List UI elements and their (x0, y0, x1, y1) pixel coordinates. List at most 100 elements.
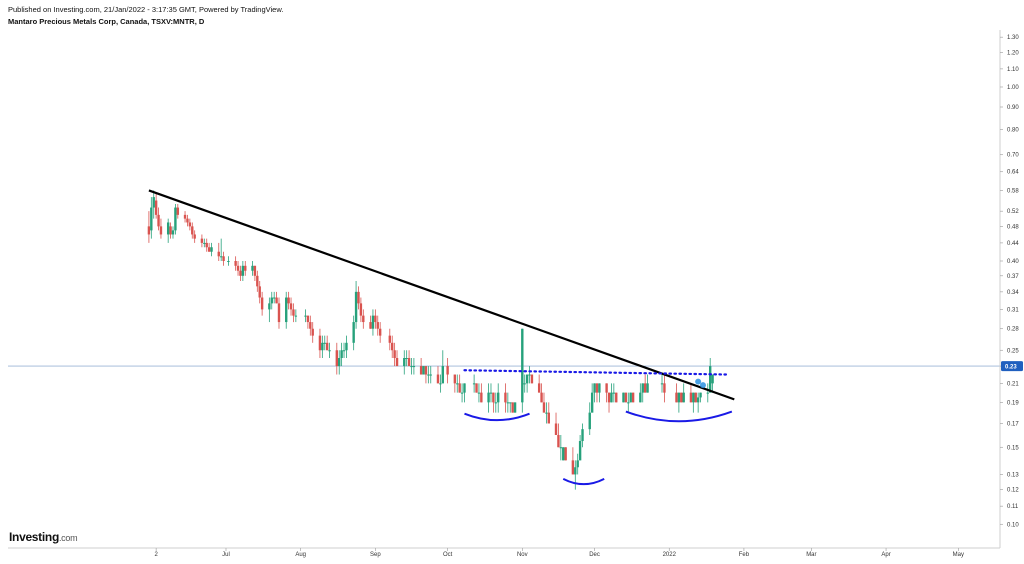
candle-body (287, 297, 290, 304)
candle (663, 374, 666, 403)
candle (188, 218, 192, 231)
candle-body (627, 402, 630, 404)
x-tick-label: 2 (154, 552, 158, 558)
candle-body (475, 383, 478, 393)
candle-body (292, 309, 295, 316)
y-tick-label: 0.31 (1007, 307, 1019, 313)
candle-body (258, 286, 261, 298)
candle (680, 392, 683, 403)
candle-body (513, 402, 517, 413)
candle-body (441, 366, 445, 384)
candle-body (578, 441, 582, 461)
candle-body (410, 366, 413, 368)
candle-body (487, 392, 490, 403)
candle-body (251, 265, 254, 271)
candle (323, 335, 326, 351)
candle (306, 315, 310, 329)
candle (289, 297, 293, 316)
candle-body (323, 342, 326, 344)
candle-body (388, 335, 392, 343)
x-tick-label: Dec (589, 552, 600, 558)
y-tick-label: 1.00 (1007, 85, 1019, 91)
candle-body (497, 392, 500, 403)
candle (338, 350, 341, 375)
candle-body (171, 230, 175, 235)
candle-body (328, 350, 331, 352)
price-axis: 1.30 1.20 1.10 1.00 0.90 0.80 0.70 0.64 0.58 0.52… (999, 30, 1023, 548)
y-tick-label: 0.25 (1007, 348, 1019, 354)
candle (362, 309, 365, 329)
candle (205, 238, 208, 252)
candle-body (371, 315, 375, 329)
candle (571, 447, 575, 475)
x-tick-label: Jul (222, 552, 230, 558)
candle (391, 335, 394, 359)
candle (359, 297, 363, 323)
candle (352, 315, 355, 351)
candle (309, 315, 312, 336)
breakout-marker (699, 382, 706, 389)
candle-body (205, 242, 208, 248)
candle-body (545, 412, 548, 414)
candle (641, 383, 644, 403)
y-tick-label: 0.80 (1007, 127, 1019, 133)
candle (494, 392, 497, 413)
candle (547, 402, 550, 424)
y-tick-label: 0.34 (1007, 290, 1019, 296)
candle (458, 374, 461, 393)
candle (605, 383, 608, 403)
candle (340, 342, 343, 367)
candle (169, 222, 172, 239)
candle-body (268, 303, 271, 310)
candle (407, 350, 411, 367)
candle-body (581, 429, 584, 442)
candle-body (244, 265, 247, 271)
candle (588, 402, 591, 436)
candle-body (289, 303, 293, 310)
candle-body (525, 374, 529, 384)
candle-body (352, 322, 355, 343)
candle (463, 383, 466, 403)
candle-body (706, 392, 709, 394)
candle-body (272, 297, 276, 299)
candle (150, 197, 153, 239)
y-tick-label: 0.52 (1007, 209, 1019, 215)
candle (236, 260, 240, 276)
candle (292, 303, 295, 323)
candle-body (419, 366, 423, 375)
candle (294, 309, 298, 323)
candle (429, 366, 432, 384)
candle (545, 402, 548, 424)
y-tick-label: 1.10 (1007, 67, 1019, 73)
candle-body (309, 322, 312, 329)
candle-body (610, 392, 613, 403)
y-tick-label: 0.70 (1007, 153, 1019, 159)
candle (631, 392, 635, 403)
candle (285, 291, 288, 329)
candle-body (270, 297, 273, 304)
candle-body (150, 207, 153, 231)
candle-body (511, 402, 514, 413)
y-tick-label: 0.58 (1007, 188, 1019, 194)
candle (456, 374, 459, 393)
candle-body (680, 392, 683, 403)
x-tick-label: Sep (370, 552, 381, 558)
current-price-badge (1001, 361, 1023, 372)
candle (405, 350, 408, 367)
candle-body (506, 402, 510, 404)
candle (388, 328, 392, 351)
candle (174, 204, 177, 235)
candle (219, 238, 223, 261)
candle (699, 392, 702, 403)
y-tick-label: 0.12 (1007, 488, 1019, 494)
candle-body (395, 358, 399, 367)
candle-body (285, 297, 288, 323)
y-tick-label: 0.19 (1007, 400, 1019, 406)
candle (506, 392, 510, 413)
candle (207, 242, 211, 252)
candle-body (624, 392, 628, 403)
candle-body (588, 412, 591, 430)
candle (489, 383, 493, 403)
candle-body (612, 392, 616, 394)
